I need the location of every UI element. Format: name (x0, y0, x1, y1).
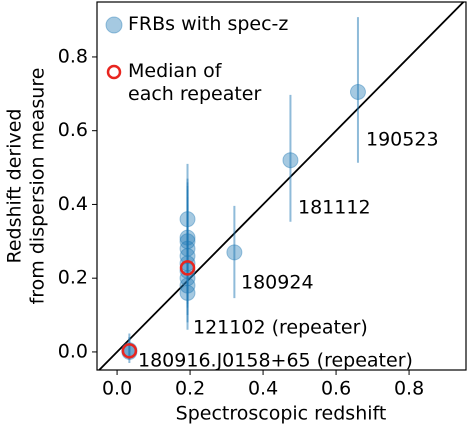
point (179, 248, 196, 265)
legend-marker (105, 16, 123, 34)
x-tick-label: 0.8 (394, 378, 424, 400)
annotation: 190523 (366, 129, 439, 151)
point (179, 240, 196, 257)
annotation: 180916.J0158+65 (repeater) (138, 350, 413, 372)
annotation: 180924 (241, 272, 314, 294)
point (226, 244, 243, 261)
point (349, 83, 366, 100)
point (179, 260, 196, 276)
reference-line (98, 1, 465, 371)
annotation: 181112 (298, 197, 371, 219)
x-tick-label: 0.6 (321, 378, 351, 400)
y-tick-label: 0.2 (58, 267, 88, 289)
plot-frame (96, 1, 467, 371)
y-axis-label: Redshift derived (4, 109, 26, 264)
y-axis-label: from dispersion measure (27, 68, 49, 305)
annotation: 121102 (repeater) (193, 317, 368, 339)
point (179, 284, 196, 301)
x-axis-label: Spectroscopic redshift (176, 403, 387, 425)
point (121, 343, 138, 359)
point (179, 211, 196, 228)
point (282, 152, 299, 169)
y-tick-label: 0.8 (58, 45, 88, 67)
legend-marker (106, 64, 122, 80)
y-tick-label: 0.4 (58, 193, 88, 215)
legend-label: Median of each repeater (128, 60, 262, 105)
x-tick-label: 0.2 (175, 378, 205, 400)
point (179, 233, 196, 250)
point (179, 255, 196, 272)
x-tick-label: 0.4 (248, 378, 278, 400)
y-tick-label: 0.6 (58, 119, 88, 141)
legend-label: FRBs with spec-z (128, 13, 289, 35)
x-tick-label: 0.0 (102, 378, 132, 400)
point (179, 277, 196, 294)
point (179, 229, 196, 246)
y-tick-label: 0.0 (58, 340, 88, 362)
